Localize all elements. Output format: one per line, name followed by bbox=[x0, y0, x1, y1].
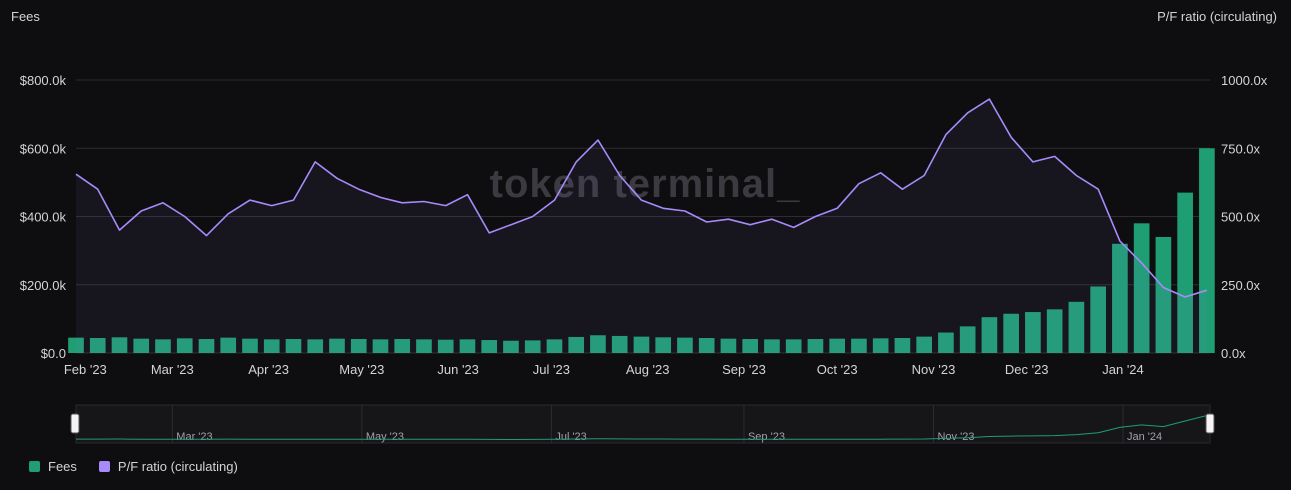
fees-bar[interactable] bbox=[394, 339, 411, 353]
fees-bar[interactable] bbox=[524, 340, 541, 353]
fees-bar[interactable] bbox=[437, 339, 454, 353]
right-axis-title: P/F ratio (circulating) bbox=[1157, 9, 1277, 24]
navigator-right-handle[interactable] bbox=[1205, 413, 1215, 434]
navigator-tick-label: Jul '23 bbox=[555, 431, 586, 443]
fees-bar[interactable] bbox=[1177, 192, 1193, 353]
x-tick-label: Dec '23 bbox=[1005, 362, 1049, 377]
fees-bar[interactable] bbox=[155, 339, 171, 353]
right-tick-label: 0.0x bbox=[1221, 346, 1246, 361]
x-tick-label: Sep '23 bbox=[722, 362, 766, 377]
navigator-tick-label: Mar '23 bbox=[176, 431, 212, 443]
fees-bar[interactable] bbox=[1046, 309, 1063, 353]
x-tick-label: Apr '23 bbox=[248, 362, 289, 377]
fees-bar[interactable] bbox=[1112, 243, 1128, 353]
left-tick-label: $800.0k bbox=[20, 73, 67, 88]
fees-bar[interactable] bbox=[285, 339, 302, 353]
right-tick-label: 1000.0x bbox=[1221, 73, 1268, 88]
x-tick-label: Feb '23 bbox=[64, 362, 107, 377]
navigator-tick-label: Sep '23 bbox=[748, 431, 785, 443]
fees-bar[interactable] bbox=[372, 339, 389, 353]
right-tick-label: 250.0x bbox=[1221, 278, 1261, 293]
fees-bar[interactable] bbox=[590, 335, 606, 353]
right-tick-label: 500.0x bbox=[1221, 210, 1261, 225]
fees-bar[interactable] bbox=[785, 339, 802, 353]
left-axis-title: Fees bbox=[11, 9, 40, 24]
fees-bar[interactable] bbox=[807, 339, 824, 353]
fees-bar[interactable] bbox=[633, 336, 650, 353]
fees-bar[interactable] bbox=[894, 337, 911, 353]
fees-bar[interactable] bbox=[1025, 312, 1041, 353]
navigator-tick-label: Jan '24 bbox=[1127, 431, 1162, 443]
pf-ratio-line[interactable] bbox=[75, 98, 1208, 298]
x-tick-label: Jun '23 bbox=[437, 362, 479, 377]
left-tick-label: $400.0k bbox=[20, 210, 67, 225]
fees-bar[interactable] bbox=[959, 326, 976, 353]
navigator-tick-label: May '23 bbox=[366, 431, 404, 443]
fees-bar[interactable] bbox=[1068, 301, 1085, 353]
pf-ratio-area bbox=[76, 99, 1207, 353]
fees-bar[interactable] bbox=[503, 340, 519, 353]
fees-bar[interactable] bbox=[677, 337, 693, 353]
left-tick-label: $0.0 bbox=[41, 346, 66, 361]
x-tick-label: Jan '24 bbox=[1102, 362, 1144, 377]
fees-bar[interactable] bbox=[851, 338, 867, 353]
fees-bar[interactable] bbox=[481, 340, 498, 353]
fees-bar[interactable] bbox=[568, 336, 585, 353]
fees-bar[interactable] bbox=[350, 339, 367, 353]
fees-bar[interactable] bbox=[981, 317, 998, 353]
fees-bar[interactable] bbox=[829, 338, 846, 353]
fees-bar[interactable] bbox=[416, 339, 432, 353]
legend-item-fees[interactable]: Fees bbox=[29, 459, 77, 474]
left-tick-label: $600.0k bbox=[20, 141, 67, 156]
fees-bar[interactable] bbox=[68, 337, 84, 353]
x-tick-label: Nov '23 bbox=[912, 362, 956, 377]
fees-bar[interactable] bbox=[198, 339, 215, 353]
fees-bar[interactable] bbox=[764, 339, 780, 353]
navigator-background bbox=[75, 404, 1211, 444]
right-tick-label: 750.0x bbox=[1221, 141, 1261, 156]
legend: Fees P/F ratio (circulating) bbox=[29, 459, 238, 474]
fees-bar[interactable] bbox=[176, 338, 193, 353]
fees-bar[interactable] bbox=[698, 337, 715, 353]
fees-bar[interactable] bbox=[89, 337, 106, 353]
x-tick-label: Aug '23 bbox=[626, 362, 670, 377]
fees-bar[interactable] bbox=[242, 338, 258, 353]
navigator-left-handle[interactable] bbox=[70, 413, 80, 434]
fees-bar[interactable] bbox=[720, 338, 737, 353]
navigator-series bbox=[76, 415, 1208, 441]
watermark: token terminal_ bbox=[490, 162, 801, 206]
fees-bar[interactable] bbox=[329, 338, 345, 353]
fees-bar[interactable] bbox=[916, 336, 932, 353]
fees-bar[interactable] bbox=[872, 338, 889, 353]
fees-bar[interactable] bbox=[1199, 148, 1215, 353]
fees-bar[interactable] bbox=[307, 339, 324, 353]
fees-bar[interactable] bbox=[133, 338, 150, 353]
x-tick-label: Mar '23 bbox=[151, 362, 194, 377]
legend-label-fees: Fees bbox=[48, 459, 77, 474]
fees-bar[interactable] bbox=[742, 339, 759, 353]
fees-bar[interactable] bbox=[459, 339, 476, 353]
fees-bar[interactable] bbox=[546, 339, 563, 353]
fees-bar[interactable] bbox=[111, 337, 128, 353]
legend-label-pf-ratio: P/F ratio (circulating) bbox=[117, 459, 238, 474]
left-tick-label: $200.0k bbox=[20, 278, 67, 293]
legend-item-pf-ratio[interactable]: P/F ratio (circulating) bbox=[98, 459, 238, 474]
fees-bar[interactable] bbox=[938, 332, 954, 353]
fees-bar[interactable] bbox=[1133, 223, 1150, 353]
fees-bar[interactable] bbox=[655, 337, 672, 353]
x-tick-label: May '23 bbox=[339, 362, 384, 377]
fees-bar[interactable] bbox=[611, 335, 628, 353]
fees-bar[interactable] bbox=[220, 337, 237, 353]
x-tick-label: Oct '23 bbox=[817, 362, 858, 377]
fees-bar[interactable] bbox=[1155, 236, 1172, 353]
pf-ratio-swatch bbox=[98, 461, 110, 472]
fees-bar[interactable] bbox=[263, 339, 280, 353]
fees-swatch bbox=[29, 461, 40, 472]
navigator-tick-label: Nov '23 bbox=[937, 431, 974, 443]
fees-bar[interactable] bbox=[1003, 313, 1019, 353]
x-tick-label: Jul '23 bbox=[533, 362, 570, 377]
fees-bar[interactable] bbox=[1090, 286, 1106, 353]
